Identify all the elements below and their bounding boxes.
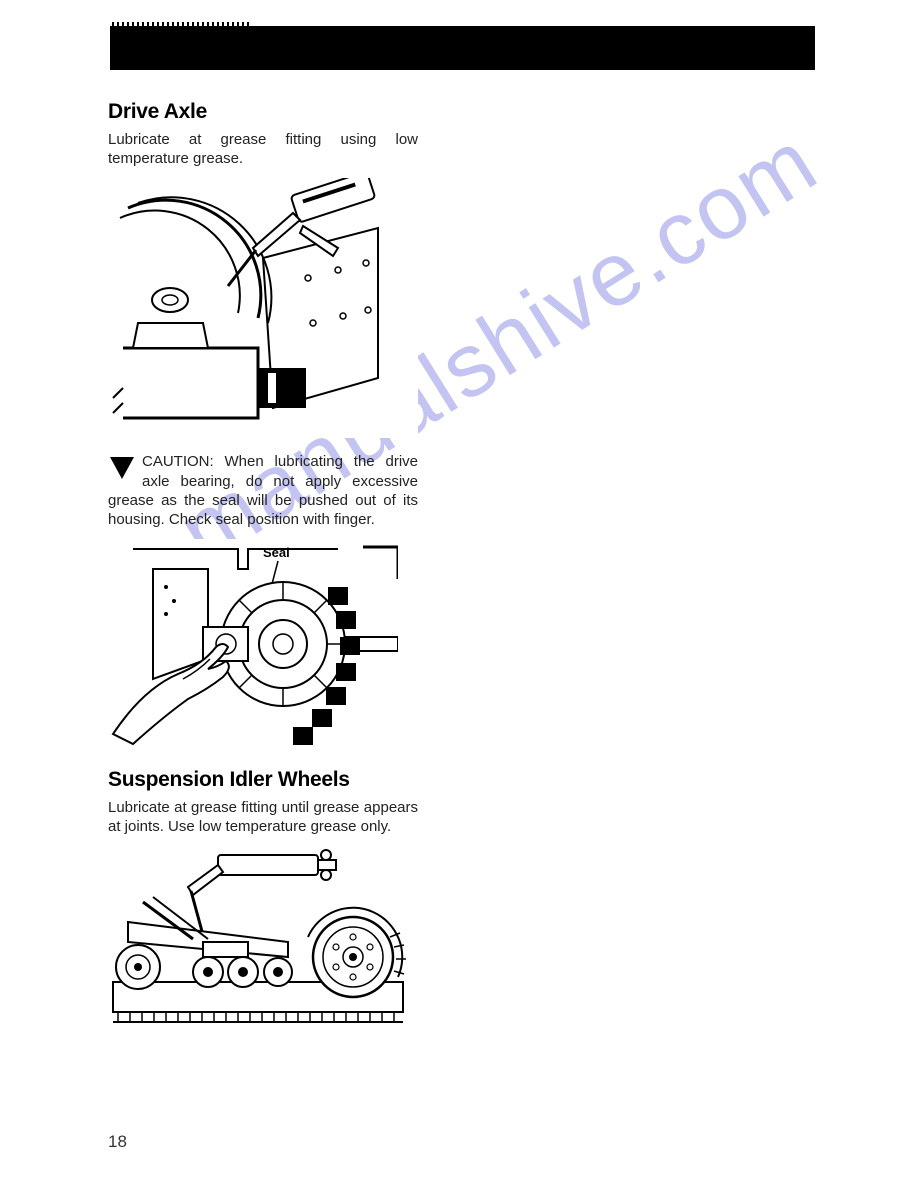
header-bar (110, 26, 815, 70)
section1-heading: Drive Axle (108, 100, 418, 124)
seal-label: Seal (263, 545, 290, 560)
caution-block: CAUTION: When lubricating the drive axle… (108, 452, 418, 529)
section1-text: Lubricate at grease fitting using low te… (108, 130, 418, 168)
section2-text: Lubricate at grease fitting until grease… (108, 798, 418, 836)
figure-1 (108, 178, 418, 438)
figure-3 (108, 847, 418, 1032)
figure-2: Seal (108, 539, 418, 754)
section2-heading: Suspension Idler Wheels (108, 768, 418, 792)
caution-icon (108, 455, 136, 481)
page-number: 18 (108, 1132, 127, 1152)
content-column: Drive Axle Lubricate at grease fitting u… (108, 100, 418, 1046)
caution-text: CAUTION: When lubricating the drive axle… (108, 453, 418, 528)
